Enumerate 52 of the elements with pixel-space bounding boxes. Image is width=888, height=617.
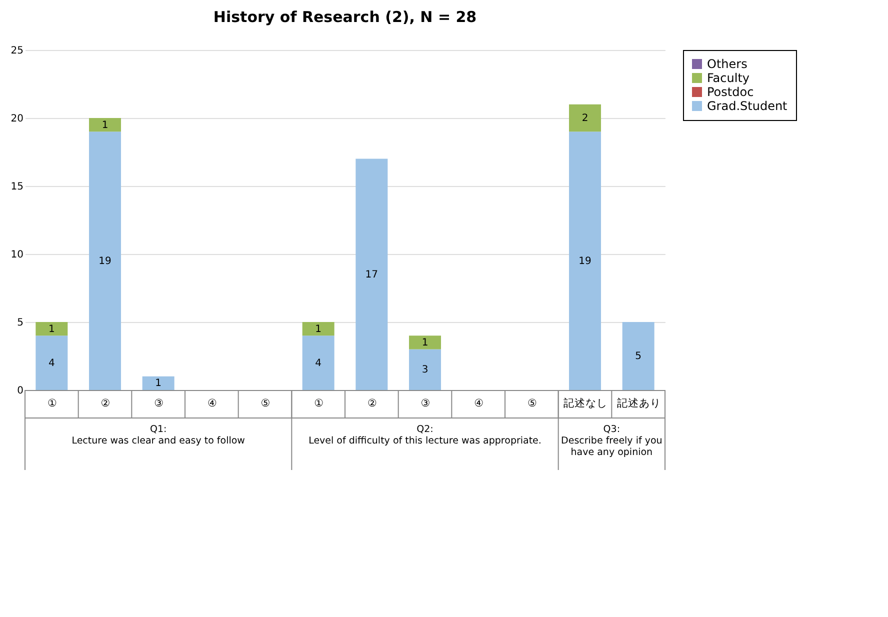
data-label: 3 (422, 364, 428, 376)
data-label: 1 (48, 324, 55, 335)
text: Q3: Describe freely if you have any opinion (561, 424, 662, 458)
bar (142, 376, 174, 390)
y-tick-label: 15 (10, 182, 24, 192)
x-tick-label: ② (100, 398, 110, 410)
chart-title: History of Research (2), N = 28 (213, 8, 477, 26)
text: Q2: Level of difficulty of this lecture was appropriate. (308, 424, 542, 446)
data-label: 2 (582, 113, 588, 124)
bar (36, 322, 68, 336)
data-label: 4 (48, 358, 55, 369)
data-label: 19 (578, 256, 592, 267)
legend-label: Faculty (707, 71, 750, 85)
bar (302, 336, 334, 390)
x-tick-label: ② (367, 398, 377, 410)
y-tick-label: 10 (10, 250, 24, 260)
bar (89, 118, 121, 132)
bar (622, 322, 654, 390)
data-label: 5 (635, 351, 642, 362)
bar (569, 104, 601, 132)
bar (409, 336, 441, 350)
x-tick-label: ④ (474, 398, 484, 410)
y-tick-label: 25 (10, 46, 24, 56)
y-tick-label: 5 (17, 318, 24, 328)
x-tick-label: 記述あり (616, 396, 661, 410)
legend-label: Postdoc (707, 85, 754, 99)
y-tick-label: 0 (17, 386, 24, 396)
data-label: 1 (155, 378, 162, 390)
data-label: 19 (98, 256, 112, 267)
legend-label: Others (707, 57, 748, 71)
bar (89, 132, 121, 390)
data-label: 1 (422, 337, 428, 348)
bar (36, 336, 68, 390)
x-tick-label: ⑤ (260, 398, 270, 410)
bar (302, 322, 334, 336)
data-label: 1 (315, 324, 322, 335)
x-tick-label: ④ (207, 398, 217, 410)
x-tick-label: ③ (420, 398, 430, 410)
bar (409, 349, 441, 390)
data-label: 1 (102, 120, 108, 131)
x-tick-label: ① (314, 398, 324, 410)
x-tick-label: ③ (154, 398, 164, 410)
x-tick-label: ⑤ (527, 398, 537, 410)
x-tick-label: 記述なし (564, 396, 608, 410)
legend-label: Grad.Student (707, 99, 788, 113)
bar (356, 158, 388, 390)
y-tick-label: 20 (10, 114, 24, 124)
data-label: 17 (365, 269, 378, 280)
x-tick-label: ① (47, 398, 57, 410)
bar (569, 132, 601, 390)
data-label: 4 (315, 358, 322, 369)
text: Q1: Lecture was clear and easy to follow (72, 424, 246, 446)
